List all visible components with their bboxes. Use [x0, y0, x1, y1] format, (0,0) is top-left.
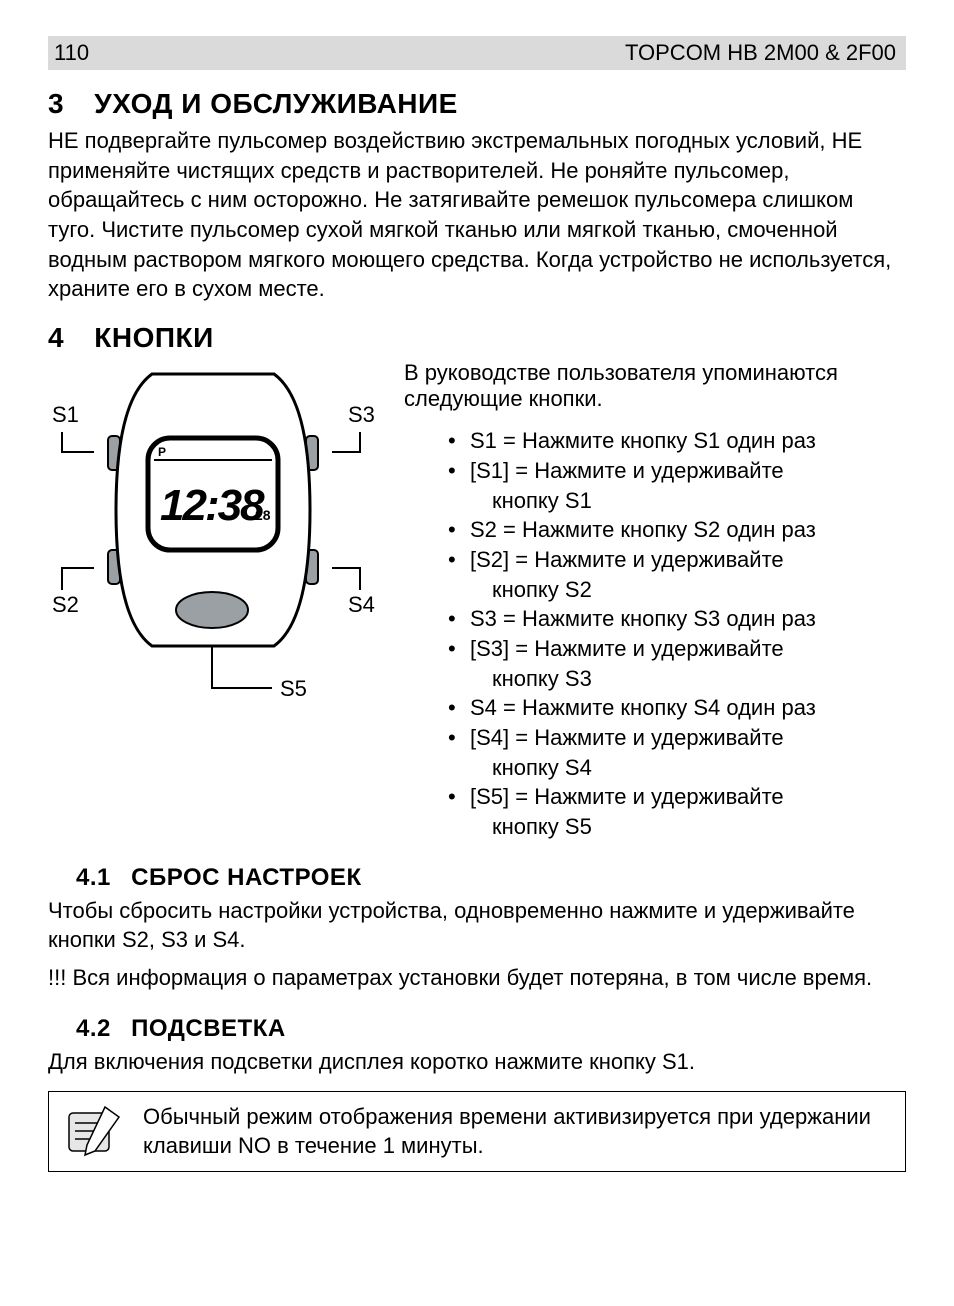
section-4-2-p1: Для включения подсветки дисплея коротко … — [48, 1047, 906, 1077]
section-4-1-p1: Чтобы сбросить настройки устройства, одн… — [48, 896, 906, 955]
legend-item-6: S4 = Нажмите кнопку S4 один раз — [448, 693, 906, 723]
label-s5: S5 — [280, 676, 307, 701]
section-4-1-number: 4.1 — [76, 864, 124, 892]
product-name: TOPCOM HB 2M00 & 2F00 — [625, 40, 896, 66]
legend-item-3: [S2] = Нажмите и удерживайтекнопку S2 — [448, 545, 906, 604]
button-legend-list: S1 = Нажмите кнопку S1 один раз [S1] = Н… — [404, 426, 906, 842]
label-s2: S2 — [52, 592, 79, 617]
section-4-number: 4 — [48, 322, 86, 354]
legend-item-8: [S5] = Нажмите и удерживайтекнопку S5 — [448, 782, 906, 841]
section-4-1-heading: 4.1 СБРОС НАСТРОЕК — [76, 864, 906, 892]
legend-item-1: [S1] = Нажмите и удерживайтекнопку S1 — [448, 456, 906, 515]
section-4-1-title: СБРОС НАСТРОЕК — [131, 864, 361, 891]
sensor-s5 — [176, 592, 248, 628]
label-s4: S4 — [348, 592, 375, 617]
legend-item-5: [S3] = Нажмите и удерживайтекнопку S3 — [448, 634, 906, 693]
leader-s4 — [332, 568, 360, 590]
legend-item-0: S1 = Нажмите кнопку S1 один раз — [448, 426, 906, 456]
legend-item-4: S3 = Нажмите кнопку S3 один раз — [448, 604, 906, 634]
page-number: 110 — [54, 40, 89, 66]
section-3-number: 3 — [48, 88, 86, 120]
section-4-row: S1 S3 S2 S4 S5 — [48, 360, 906, 842]
display-seconds: 28 — [255, 507, 271, 523]
note-text: Обычный режим отображения времени активи… — [143, 1102, 893, 1161]
note-box: Обычный режим отображения времени активи… — [48, 1091, 906, 1172]
section-3-heading: 3 УХОД И ОБСЛУЖИВАНИЕ — [48, 88, 906, 120]
section-4-heading: 4 КНОПКИ — [48, 322, 906, 354]
section-4-2-heading: 4.2 ПОДСВЕТКА — [76, 1015, 906, 1043]
section-4-2-title: ПОДСВЕТКА — [131, 1015, 286, 1042]
section-4-intro: В руководстве пользователя упоминаются с… — [404, 360, 906, 412]
section-4-1-p2: !!! Вся информация о параметрах установк… — [48, 963, 906, 993]
leader-s2 — [62, 568, 94, 590]
leader-s3 — [332, 432, 360, 452]
display-time: 12:38 — [160, 481, 265, 530]
manual-page: 110 TOPCOM HB 2M00 & 2F00 3 УХОД И ОБСЛУ… — [0, 0, 954, 1306]
label-s3: S3 — [348, 402, 375, 427]
legend-item-2: S2 = Нажмите кнопку S2 один раз — [448, 515, 906, 545]
watch-svg: S1 S3 S2 S4 S5 — [48, 360, 378, 720]
label-s1: S1 — [52, 402, 79, 427]
page-header: 110 TOPCOM HB 2M00 & 2F00 — [48, 36, 906, 70]
display-p: P — [158, 445, 166, 459]
leader-s1 — [62, 432, 94, 452]
section-3-body: НЕ подвергайте пульсомер воздействию экс… — [48, 126, 906, 304]
section-4-text: В руководстве пользователя упоминаются с… — [404, 360, 906, 842]
section-4-title: КНОПКИ — [94, 322, 213, 353]
legend-item-7: [S4] = Нажмите и удерживайтекнопку S4 — [448, 723, 906, 782]
note-icon — [61, 1103, 125, 1159]
section-3-title: УХОД И ОБСЛУЖИВАНИЕ — [94, 88, 458, 119]
watch-diagram: S1 S3 S2 S4 S5 — [48, 360, 378, 725]
section-4-2-number: 4.2 — [76, 1015, 124, 1043]
